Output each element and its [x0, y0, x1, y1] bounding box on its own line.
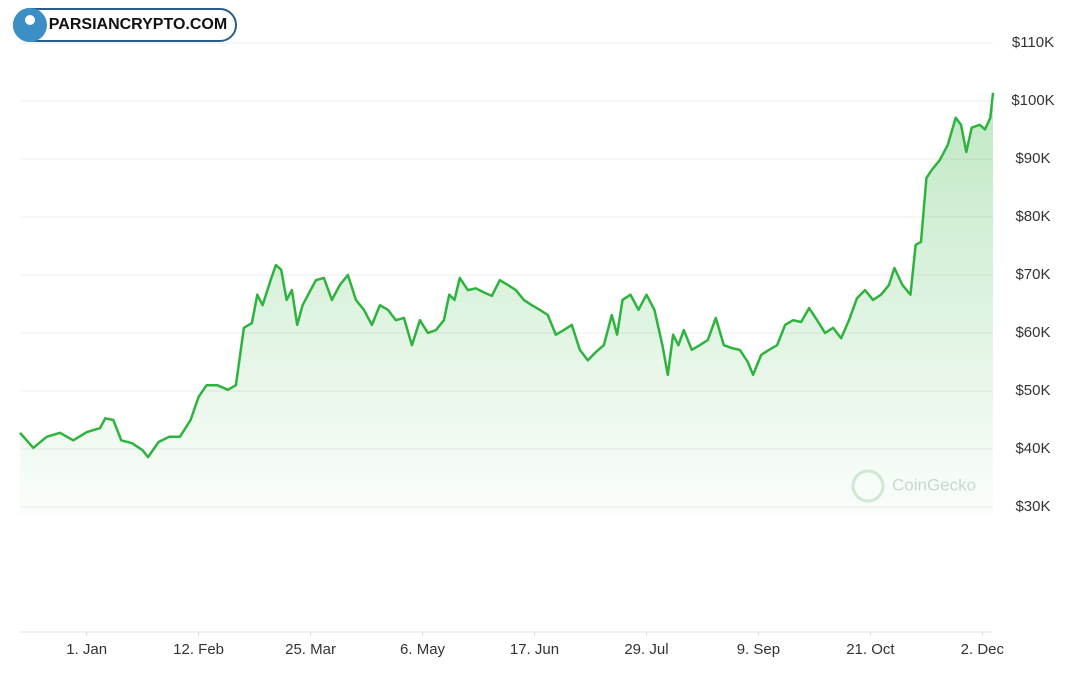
x-tick-label: 29. Jul	[624, 641, 668, 658]
watermark-text: CoinGecko	[892, 475, 976, 494]
x-tick-label: 1. Jan	[66, 641, 107, 658]
y-tick-label: $70K	[1015, 266, 1050, 283]
y-tick-label: $50K	[1015, 382, 1050, 399]
logo-badge: PARSIANCRYPTO.COM	[13, 8, 237, 42]
y-tick-label: $80K	[1015, 208, 1050, 225]
area-fill	[20, 92, 993, 516]
y-tick-label: $40K	[1015, 440, 1050, 457]
y-tick-label: $60K	[1015, 324, 1050, 341]
x-tick-label: 9. Sep	[737, 641, 780, 658]
price-line	[19, 92, 995, 459]
logo-icon-dot	[25, 15, 35, 25]
y-tick-label: $100K	[1011, 92, 1054, 109]
x-tick-label: 2. Dec	[961, 641, 1005, 658]
y-tick-label: $110K	[1012, 34, 1054, 51]
watermark: CoinGecko	[851, 469, 976, 503]
x-tick-label: 6. May	[400, 641, 446, 658]
y-tick-label: $30K	[1015, 498, 1050, 515]
x-tick-label: 25. Mar	[285, 641, 336, 658]
y-tick-label: $90K	[1015, 150, 1050, 167]
x-tick-label: 12. Feb	[173, 641, 224, 658]
x-tick-label: 17. Jun	[510, 641, 559, 658]
plot: $30K $40K $50K $60K $70K $80K $90K $100K $110K 1.…	[19, 34, 1055, 658]
x-tick-label: 21. Oct	[846, 641, 895, 658]
logo-text: PARSIANCRYPTO.COM	[49, 16, 227, 33]
watermark-icon	[851, 469, 885, 503]
